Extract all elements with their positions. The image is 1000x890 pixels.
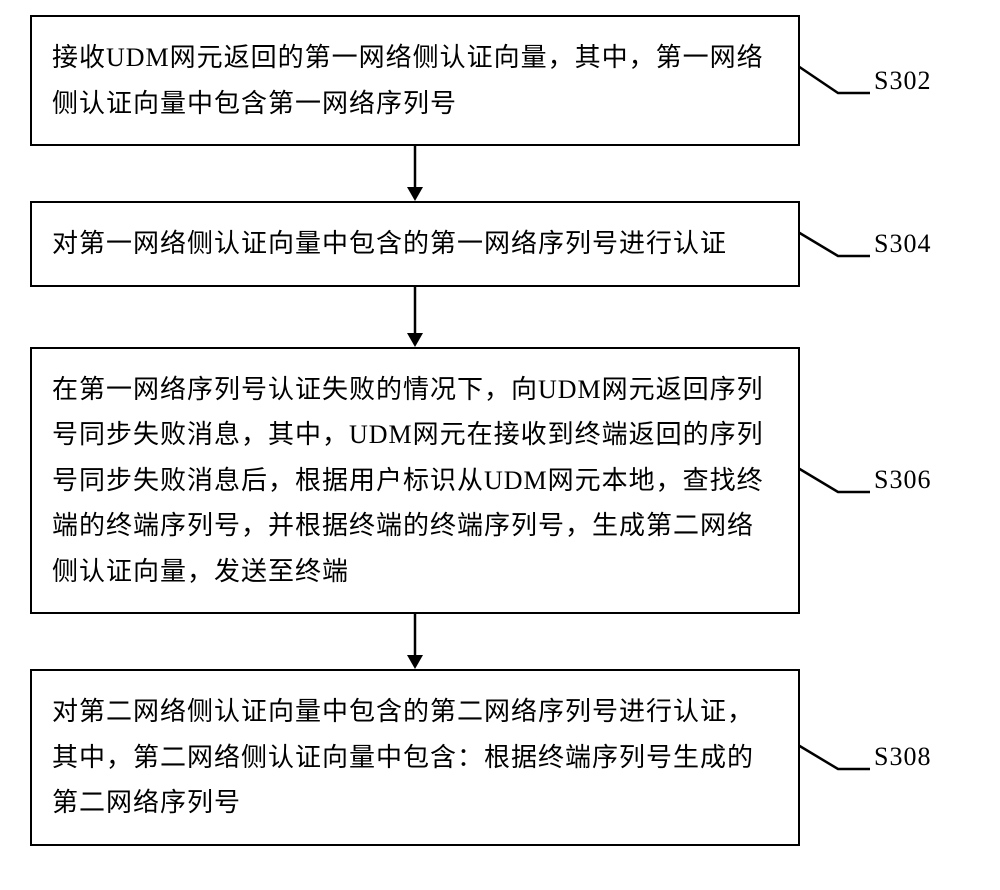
label-connector-line [798, 737, 870, 777]
step-group: 对第二网络侧认证向量中包含的第二网络序列号进行认证，其中，第二网络侧认证向量中包… [30, 669, 950, 846]
flowchart-container: 接收UDM网元返回的第一网络侧认证向量，其中，第一网络侧认证向量中包含第一网络序… [30, 15, 950, 846]
arrow-connector [30, 146, 800, 201]
arrow-connector [30, 614, 800, 669]
arrow-down-icon [400, 287, 430, 347]
step-text: 在第一网络序列号认证失败的情况下，向UDM网元返回序列号同步失败消息，其中，UD… [52, 367, 778, 595]
label-wrap: S308 [798, 737, 931, 777]
arrow-connector [30, 287, 800, 347]
step-label-s308: S308 [874, 742, 931, 772]
label-wrap: S306 [798, 460, 931, 500]
label-connector-line [798, 224, 870, 264]
step-label-s302: S302 [874, 66, 931, 96]
step-box-s302: 接收UDM网元返回的第一网络侧认证向量，其中，第一网络侧认证向量中包含第一网络序… [30, 15, 800, 146]
step-group: 对第一网络侧认证向量中包含的第一网络序列号进行认证 S304 [30, 201, 950, 287]
label-wrap: S302 [798, 61, 931, 101]
step-label-s306: S306 [874, 465, 931, 495]
step-text: 接收UDM网元返回的第一网络侧认证向量，其中，第一网络侧认证向量中包含第一网络序… [52, 35, 778, 126]
step-box-s308: 对第二网络侧认证向量中包含的第二网络序列号进行认证，其中，第二网络侧认证向量中包… [30, 669, 800, 846]
step-box-s306: 在第一网络序列号认证失败的情况下，向UDM网元返回序列号同步失败消息，其中，UD… [30, 347, 800, 615]
arrow-down-icon [400, 614, 430, 669]
step-group: 在第一网络序列号认证失败的情况下，向UDM网元返回序列号同步失败消息，其中，UD… [30, 347, 950, 615]
step-group: 接收UDM网元返回的第一网络侧认证向量，其中，第一网络侧认证向量中包含第一网络序… [30, 15, 950, 146]
step-text: 对第二网络侧认证向量中包含的第二网络序列号进行认证，其中，第二网络侧认证向量中包… [52, 689, 778, 826]
label-connector-line [798, 61, 870, 101]
step-label-s304: S304 [874, 229, 931, 259]
step-text: 对第一网络侧认证向量中包含的第一网络序列号进行认证 [52, 221, 778, 267]
label-wrap: S304 [798, 224, 931, 264]
label-connector-line [798, 460, 870, 500]
arrow-down-icon [400, 146, 430, 201]
step-box-s304: 对第一网络侧认证向量中包含的第一网络序列号进行认证 [30, 201, 800, 287]
